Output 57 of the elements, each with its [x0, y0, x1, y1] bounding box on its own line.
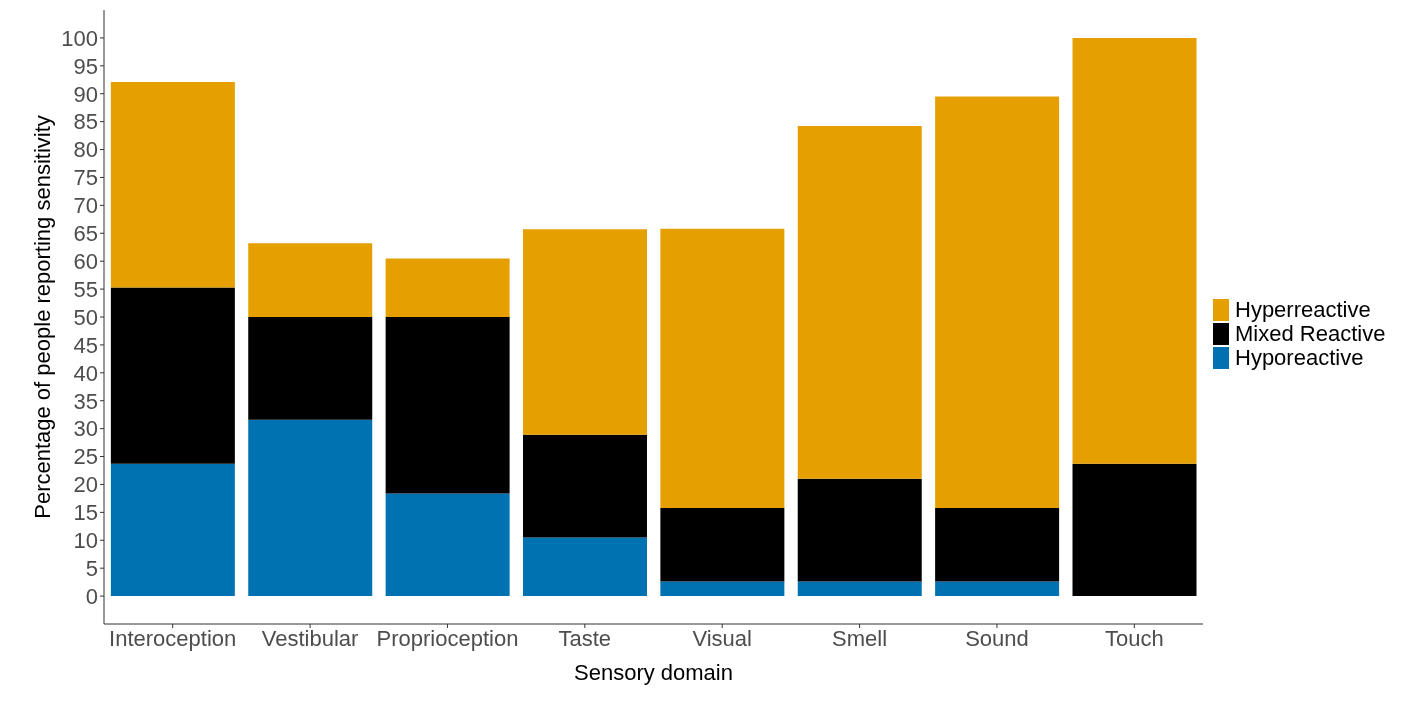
y-tick-label: 85: [73, 109, 98, 135]
bar: [248, 419, 373, 597]
y-tick-label: 15: [73, 500, 98, 526]
y-tick-label: 10: [73, 528, 98, 554]
x-tick-label: Touch: [1104, 625, 1164, 651]
legend-label: Mixed Reactive: [1235, 321, 1386, 347]
y-tick-label: 100: [61, 25, 98, 51]
y-tick-label: 65: [73, 221, 98, 247]
bar: [935, 507, 1060, 582]
bar: [110, 82, 235, 288]
y-tick-label: 55: [73, 276, 98, 302]
y-tick-label: 70: [73, 193, 98, 219]
bar: [1072, 463, 1197, 597]
bar: [522, 229, 647, 435]
y-tick-label: 30: [73, 416, 98, 442]
y-tick-label: 60: [73, 248, 98, 274]
x-tick-label: Sound: [965, 625, 1029, 651]
bar: [935, 581, 1060, 597]
bar: [385, 258, 510, 317]
y-tick-label: 5: [85, 555, 98, 581]
y-tick-label: 95: [73, 53, 98, 79]
legend-label: Hyporeactive: [1235, 345, 1364, 371]
y-tick-label: 40: [73, 360, 98, 386]
x-tick-label: Interoception: [109, 625, 237, 651]
bar: [385, 493, 510, 597]
bar: [522, 537, 647, 597]
bar: [110, 463, 235, 597]
y-axis-title: Percentage of people reporting sensitivity: [29, 115, 55, 519]
bar: [248, 317, 373, 420]
x-tick-label: Taste: [558, 625, 612, 651]
y-tick-label: 35: [73, 388, 98, 414]
bar: [660, 228, 785, 508]
y-tick-label: 45: [73, 332, 98, 358]
x-tick-label: Vestibular: [261, 625, 359, 651]
y-tick-label: 90: [73, 81, 98, 107]
y-tick-label: 20: [73, 472, 98, 498]
y-tick-label: 50: [73, 304, 98, 330]
bar: [1072, 37, 1197, 464]
bar: [248, 243, 373, 317]
bar: [385, 317, 510, 494]
x-tick-label: Proprioception: [376, 625, 519, 651]
bar: [110, 287, 235, 464]
x-tick-label: Smell: [832, 625, 888, 651]
y-tick-label: 25: [73, 444, 98, 470]
bar: [797, 126, 922, 479]
bar: [522, 434, 647, 538]
bar: [660, 507, 785, 582]
bar: [797, 581, 922, 597]
x-axis-title: Sensory domain: [574, 660, 733, 685]
y-tick-label: 0: [85, 583, 98, 609]
bar: [797, 478, 922, 582]
y-tick-label: 75: [73, 165, 98, 191]
legend-label: Hyperreactive: [1235, 297, 1371, 323]
bar: [935, 96, 1060, 508]
y-tick-label: 80: [73, 137, 98, 163]
x-tick-label: Visual: [692, 625, 752, 651]
bar: [660, 581, 785, 597]
